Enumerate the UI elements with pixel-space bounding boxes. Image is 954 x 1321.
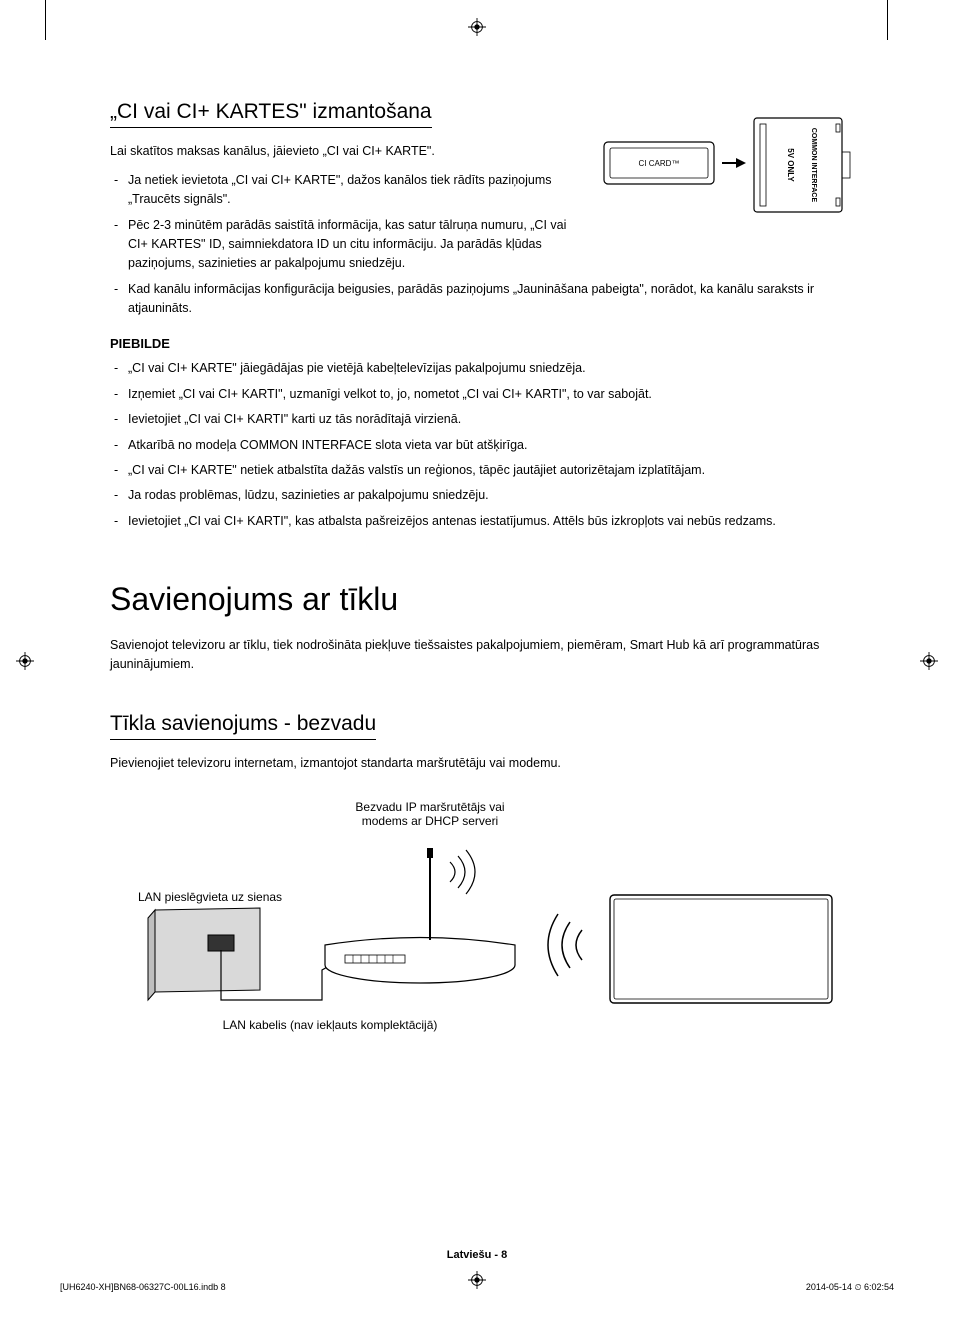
footer-meta: [UH6240-XH]BN68-06327C-00L16.indb 8 2014… [60,1282,894,1293]
subsection-heading: Tīkla savienojums - bezvadu [110,712,376,740]
list-item: Kad kanālu informācijas konfigurācija be… [128,280,844,319]
page-number: Latviešu - 8 [0,1249,954,1261]
list-item: „CI vai CI+ KARTE" netiek atbalstīta daž… [128,461,844,480]
list-item: „CI vai CI+ KARTE" jāiegādājas pie vietē… [128,359,844,378]
bullet-list: Kad kanālu informācijas konfigurācija be… [110,280,844,319]
ci-card-diagram: CI CARD™ COMMON INTERFACE 5V ONLY [602,110,852,220]
section-heading: „CI vai CI+ KARTES" izmantošana [110,100,432,128]
section-heading: Savienojums ar tīklu [110,581,844,618]
intro-text: Lai skatītos maksas kanālus, jāievieto „… [110,142,570,161]
ci-card-label-text: CI CARD™ [639,159,680,168]
list-item: Ievietojiet „CI vai CI+ KARTI" karti uz … [128,410,844,429]
svg-text:COMMON INTERFACE: COMMON INTERFACE [810,128,817,203]
intro-text: Savienojot televizoru ar tīklu, tiek nod… [110,636,844,674]
footer-date: 2014-05-14 ⏲ 6:02:54 [806,1282,894,1293]
network-diagram: Bezvadu IP maršrutētājs vai modems ar DH… [110,800,844,1030]
list-item: Atkarībā no modeļa COMMON INTERFACE slot… [128,436,844,455]
list-item: Pēc 2-3 minūtēm parādās saistītā informā… [128,216,570,274]
wireless-signal-icon [548,914,582,976]
bullet-list: Ja netiek ievietota „CI vai CI+ KARTE", … [110,171,570,274]
list-item: Izņemiet „CI vai CI+ KARTI", uzmanīgi ve… [128,385,844,404]
list-item: Ja netiek ievietota „CI vai CI+ KARTE", … [128,171,570,210]
sub-intro-text: Pievienojiet televizoru internetam, izma… [110,754,844,773]
note-list: „CI vai CI+ KARTE" jāiegādājas pie vietē… [110,359,844,531]
tv-icon [610,895,832,1003]
list-item: Ja rodas problēmas, lūdzu, sazinieties a… [128,486,844,505]
svg-text:5V ONLY: 5V ONLY [786,148,795,182]
footer-file: [UH6240-XH]BN68-06327C-00L16.indb 8 [60,1282,226,1293]
router-icon [325,848,515,983]
list-item: Ievietojiet „CI vai CI+ KARTI", kas atba… [128,512,844,531]
ci-card-section: „CI vai CI+ KARTES" izmantošana CI CARD™… [110,100,844,531]
note-heading: PIEBILDE [110,336,844,351]
wall-port-icon [148,908,340,1000]
